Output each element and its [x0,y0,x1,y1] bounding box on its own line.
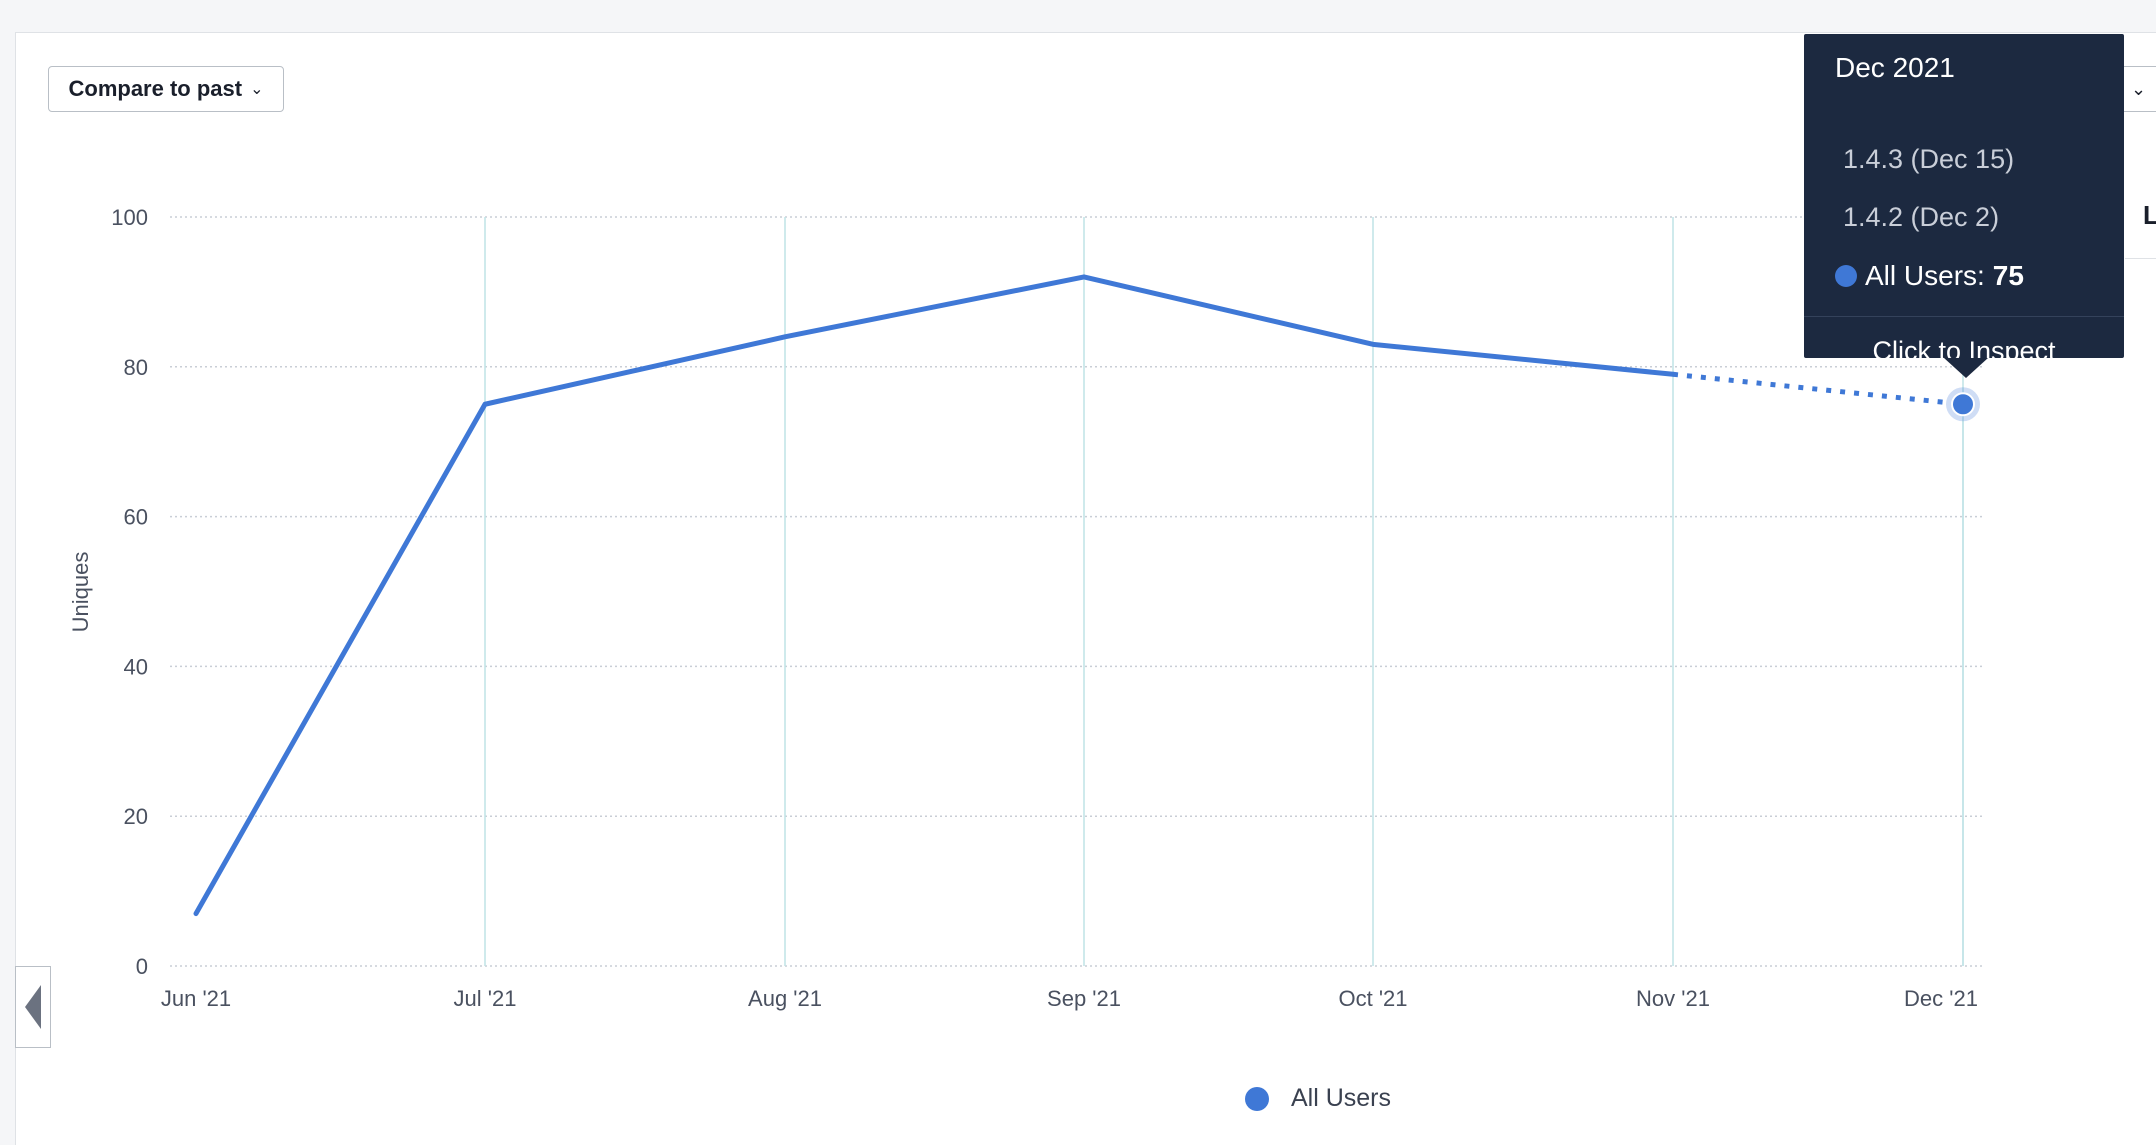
y-tick-label: 80 [124,355,148,380]
right-panel-label: L [2143,200,2156,230]
y-tick-label: 40 [124,654,148,679]
legend-label: All Users [1291,1084,1392,1112]
x-axis-ticks: Jun '21 Jul '21 Aug '21 Sep '21 Oct '21 Nov '… [161,986,1978,1011]
y-tick-label: 0 [136,954,148,979]
tooltip-series-label: All Users: [1865,260,1985,291]
legend-marker [1245,1086,1269,1111]
tooltip-divider [1804,316,2124,317]
legend[interactable]: All Users [1245,1084,1391,1113]
y-tick-label: 100 [111,205,148,230]
x-tick-label: Sep '21 [1047,986,1121,1011]
x-tick-label: Oct '21 [1338,986,1407,1011]
tooltip-release: 1.4.3 (Dec 15) [1843,144,2015,174]
data-point [1951,392,1975,417]
scroll-left-button[interactable] [15,966,51,1048]
chevron-down-icon: ⌄ [2131,79,2147,99]
series-line-incomplete [1672,371,1964,407]
tooltip-release: 1.4.2 (Dec 2) [1843,202,2000,232]
x-tick-label: Nov '21 [1636,986,1710,1011]
y-axis-label: Uniques [68,552,93,633]
compare-to-past-label: Compare to past [68,76,243,101]
chevron-down-icon: ⌄ [250,81,264,98]
x-tick-label: Aug '21 [748,986,822,1011]
series-line [193,274,1676,917]
compare-to-past-button[interactable]: Compare to past ⌄ [48,66,284,112]
y-tick-label: 20 [124,804,148,829]
tooltip: Dec 2021 1.4.3 (Dec 15) 1.4.2 (Dec 2) Al… [1804,34,2124,378]
tooltip-title: Dec 2021 [1835,52,1955,83]
grid [170,216,1982,967]
y-axis-ticks: 0 20 40 60 80 100 [111,205,148,979]
triangle-left-icon [25,985,41,1029]
x-tick-label: Jul '21 [454,986,517,1011]
x-tick-label: Dec '21 [1904,986,1978,1011]
tooltip-arrow [1944,358,1988,378]
y-tick-label: 60 [124,505,148,530]
series-marker [1835,265,1857,287]
right-panel-divider [2125,258,2156,259]
tooltip-series-value: 75 [1992,260,2024,291]
tooltip-series-row: All Users: 75 [1835,260,2024,292]
series-all-users [193,274,1980,917]
x-tick-label: Jun '21 [161,986,231,1011]
